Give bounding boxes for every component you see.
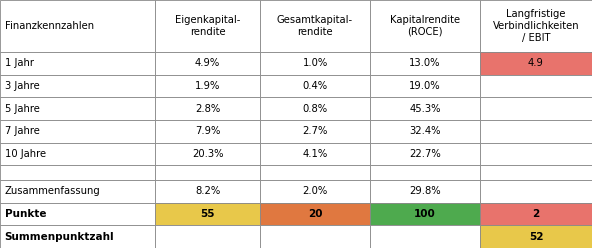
Bar <box>370 143 480 165</box>
Text: Kapitalrendite
(ROCE): Kapitalrendite (ROCE) <box>390 15 460 37</box>
Bar <box>370 0 480 52</box>
Bar <box>0 143 155 165</box>
Bar <box>155 97 260 120</box>
Text: 0.4%: 0.4% <box>303 81 327 91</box>
Bar <box>480 225 592 248</box>
Bar <box>155 0 260 52</box>
Bar <box>0 52 155 75</box>
Bar <box>260 203 370 225</box>
Text: Gesamtkapital-
rendite: Gesamtkapital- rendite <box>277 15 353 37</box>
Text: Finanzkennzahlen: Finanzkennzahlen <box>5 21 94 31</box>
Bar <box>370 203 480 225</box>
Text: Langfristige
Verbindlichkeiten
/ EBIT: Langfristige Verbindlichkeiten / EBIT <box>493 9 580 43</box>
Text: 4.9%: 4.9% <box>195 59 220 68</box>
Text: 3 Jahre: 3 Jahre <box>5 81 40 91</box>
Bar <box>370 75 480 97</box>
Text: 7 Jahre: 7 Jahre <box>5 126 40 136</box>
Bar <box>260 52 370 75</box>
Bar <box>480 180 592 203</box>
Text: 10 Jahre: 10 Jahre <box>5 149 46 159</box>
Text: 13.0%: 13.0% <box>409 59 441 68</box>
Bar <box>260 120 370 143</box>
Bar <box>370 225 480 248</box>
Text: 2: 2 <box>532 209 540 219</box>
Bar <box>260 180 370 203</box>
Bar <box>480 52 592 75</box>
Text: 20: 20 <box>308 209 322 219</box>
Bar <box>480 120 592 143</box>
Bar <box>0 165 155 180</box>
Bar <box>370 165 480 180</box>
Bar <box>370 120 480 143</box>
Text: 2.7%: 2.7% <box>303 126 328 136</box>
Bar <box>0 0 155 52</box>
Text: 2.0%: 2.0% <box>303 186 327 196</box>
Bar <box>155 75 260 97</box>
Text: 100: 100 <box>414 209 436 219</box>
Bar <box>155 165 260 180</box>
Text: Punkte: Punkte <box>5 209 46 219</box>
Bar <box>155 120 260 143</box>
Bar <box>260 75 370 97</box>
Text: 4.9: 4.9 <box>528 59 544 68</box>
Text: 1 Jahr: 1 Jahr <box>5 59 34 68</box>
Text: Eigenkapital-
rendite: Eigenkapital- rendite <box>175 15 240 37</box>
Text: 8.2%: 8.2% <box>195 186 220 196</box>
Bar <box>0 180 155 203</box>
Text: 5 Jahre: 5 Jahre <box>5 104 40 114</box>
Text: 22.7%: 22.7% <box>409 149 441 159</box>
Bar <box>155 143 260 165</box>
Text: Zusammenfassung: Zusammenfassung <box>5 186 101 196</box>
Bar <box>155 225 260 248</box>
Bar <box>0 225 155 248</box>
Text: 1.9%: 1.9% <box>195 81 220 91</box>
Text: 4.1%: 4.1% <box>303 149 327 159</box>
Bar <box>370 52 480 75</box>
Text: 45.3%: 45.3% <box>409 104 441 114</box>
Bar <box>370 180 480 203</box>
Bar <box>0 120 155 143</box>
Bar <box>480 75 592 97</box>
Bar <box>0 75 155 97</box>
Bar <box>480 165 592 180</box>
Bar <box>0 203 155 225</box>
Bar <box>155 203 260 225</box>
Text: 20.3%: 20.3% <box>192 149 223 159</box>
Bar <box>0 97 155 120</box>
Text: 32.4%: 32.4% <box>409 126 441 136</box>
Text: 7.9%: 7.9% <box>195 126 220 136</box>
Text: 0.8%: 0.8% <box>303 104 327 114</box>
Bar <box>260 165 370 180</box>
Text: 1.0%: 1.0% <box>303 59 327 68</box>
Bar <box>480 0 592 52</box>
Bar <box>260 143 370 165</box>
Bar <box>155 180 260 203</box>
Bar <box>260 225 370 248</box>
Text: 29.8%: 29.8% <box>409 186 441 196</box>
Text: 19.0%: 19.0% <box>409 81 441 91</box>
Text: 52: 52 <box>529 232 543 242</box>
Bar <box>260 97 370 120</box>
Text: 2.8%: 2.8% <box>195 104 220 114</box>
Bar <box>370 97 480 120</box>
Bar <box>260 0 370 52</box>
Bar <box>155 52 260 75</box>
Text: 55: 55 <box>200 209 215 219</box>
Bar <box>480 97 592 120</box>
Bar <box>480 143 592 165</box>
Text: Summenpunktzahl: Summenpunktzahl <box>5 232 114 242</box>
Bar <box>480 203 592 225</box>
